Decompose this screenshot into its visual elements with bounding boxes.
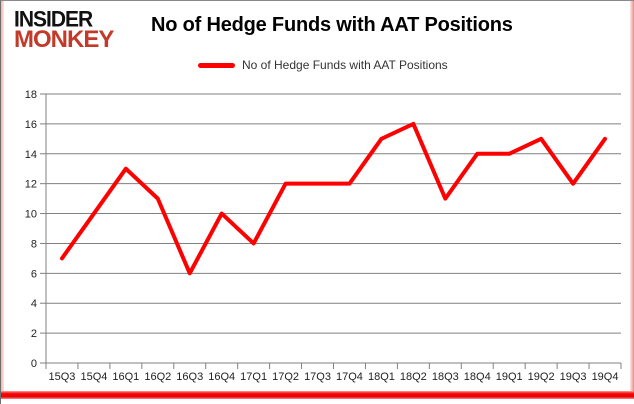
insider-monkey-logo: INSIDER MONKEY: [14, 7, 114, 54]
x-axis-label: 17Q4: [336, 371, 363, 383]
y-axis-label: 0: [31, 358, 37, 370]
x-axis-label: 16Q4: [208, 371, 235, 383]
legend-line-swatch: [198, 62, 235, 68]
logo-monkey-text: MONKEY: [14, 26, 114, 54]
x-axis-label: 18Q1: [368, 371, 395, 383]
x-axis-label: 17Q2: [272, 371, 299, 383]
x-axis-label: 18Q3: [432, 371, 459, 383]
x-axis-label: 19Q3: [560, 371, 587, 383]
y-axis-label: 16: [25, 119, 37, 131]
logo-insider-text: INSIDER: [14, 7, 93, 32]
y-axis-label: 10: [25, 209, 37, 221]
x-axis-label: 19Q4: [592, 371, 619, 383]
frame-left-edge: [1, 1, 4, 395]
legend: No of Hedge Funds with AAT Positions: [198, 58, 448, 72]
y-axis-label: 8: [31, 238, 37, 250]
y-axis-label: 4: [31, 298, 37, 310]
x-axis-label: 16Q3: [176, 371, 203, 383]
y-axis-label: 14: [25, 149, 37, 161]
x-axis-label: 17Q3: [304, 371, 331, 383]
x-axis-label: 18Q2: [400, 371, 427, 383]
bottom-red-bar: [1, 391, 634, 399]
legend-label: No of Hedge Funds with AAT Positions: [242, 58, 448, 72]
x-axis-label: 18Q4: [464, 371, 491, 383]
x-axis-label: 15Q4: [80, 371, 107, 383]
x-axis-label: 17Q1: [240, 371, 267, 383]
page-title: No of Hedge Funds with AAT Positions: [151, 14, 513, 36]
y-axis-label: 12: [25, 179, 37, 191]
x-axis-label: 16Q1: [112, 371, 139, 383]
x-axis-label: 19Q1: [496, 371, 523, 383]
x-axis-label: 16Q2: [144, 371, 171, 383]
data-line-series: [59, 121, 608, 276]
y-axis-label: 6: [31, 268, 37, 280]
y-axis-label: 18: [25, 89, 37, 101]
frame-right-edge: [630, 1, 634, 395]
x-axis-label: 19Q2: [528, 371, 555, 383]
y-axis-label: 2: [31, 328, 37, 340]
x-axis-label: 15Q3: [49, 371, 76, 383]
